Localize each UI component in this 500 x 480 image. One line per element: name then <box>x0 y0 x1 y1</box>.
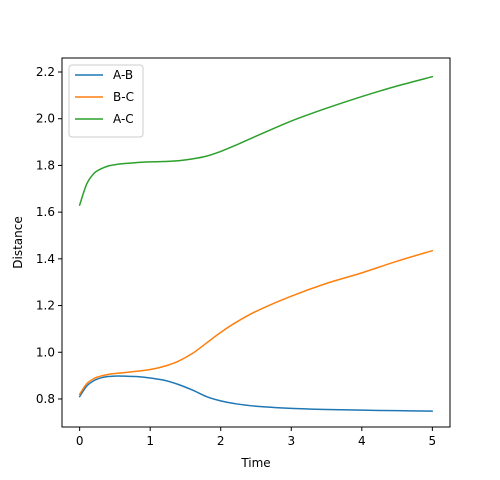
series-line-a-b <box>78 375 434 412</box>
y-tick-label: 0.8 <box>36 392 55 406</box>
legend-label: A-C <box>113 112 134 126</box>
legend: A-B B-C A-C <box>68 64 144 138</box>
y-tick-label: 2.0 <box>36 112 55 126</box>
y-tick-label: 1.2 <box>36 299 55 313</box>
series-line-b-c <box>78 249 434 396</box>
y-axis-label: Distance <box>11 216 25 268</box>
y-tick-label: 1.0 <box>36 345 55 359</box>
axis-ticks: 0 1 2 3 4 5 0.8 1.0 1.2 1.4 1.6 1.8 2.0 2.2 <box>36 65 436 448</box>
x-tick-label: 3 <box>287 434 295 448</box>
y-tick-label: 1.8 <box>36 158 55 172</box>
legend-label: B-C <box>113 90 134 104</box>
x-tick-label: 0 <box>76 434 84 448</box>
axes-frame <box>61 57 451 428</box>
x-tick-label: 2 <box>217 434 225 448</box>
x-tick-label: 1 <box>146 434 154 448</box>
legend-label: A-B <box>113 68 133 82</box>
x-tick-label: 4 <box>358 434 366 448</box>
plot-area <box>78 75 434 412</box>
series-line-a-c <box>78 75 434 206</box>
x-tick-label: 5 <box>429 434 437 448</box>
y-tick-label: 2.2 <box>36 65 55 79</box>
y-tick-label: 1.6 <box>36 205 55 219</box>
x-axis-label: Time <box>240 456 270 470</box>
y-tick-label: 1.4 <box>36 252 55 266</box>
